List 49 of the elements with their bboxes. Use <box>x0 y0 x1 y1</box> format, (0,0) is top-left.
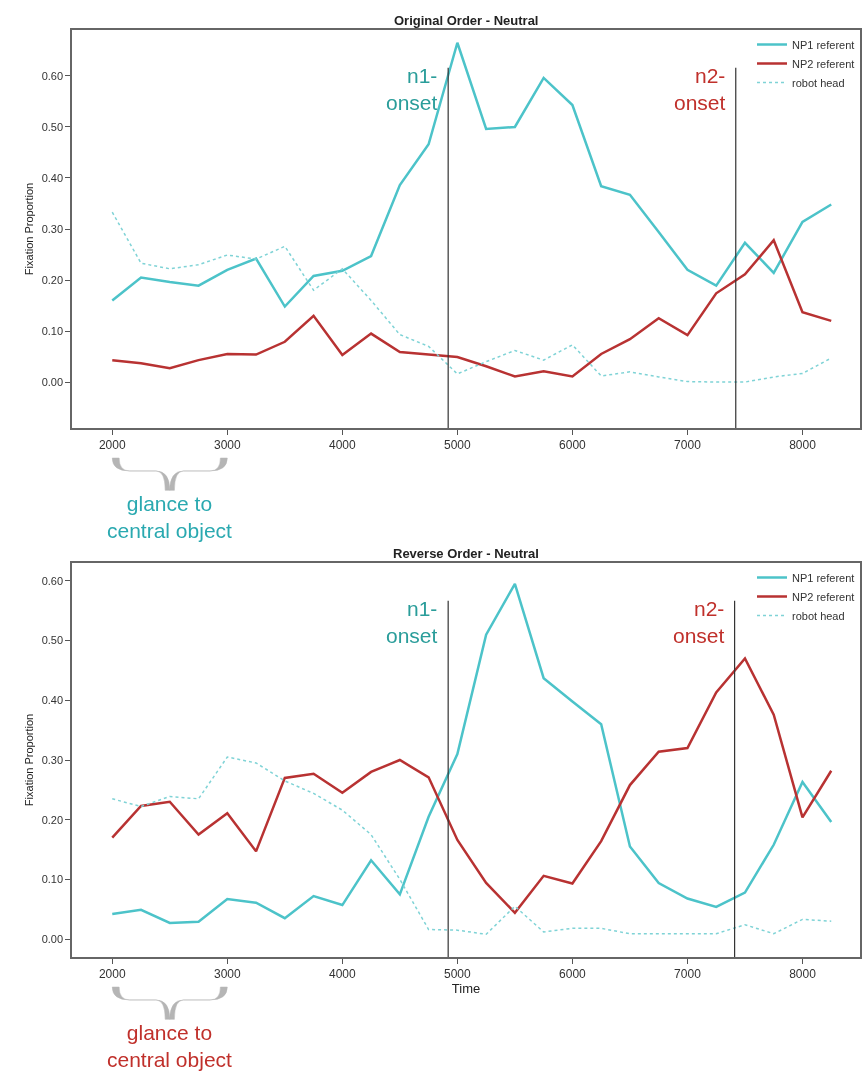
ref-line-label: n2- onset <box>674 64 726 115</box>
chart-title: Original Order - Neutral <box>394 13 539 28</box>
y-tick-label: 0.40 <box>41 694 64 707</box>
text: glance to central object <box>107 1021 233 1072</box>
ref-line-label: n1- onset <box>386 64 438 115</box>
x-axis-title: Time <box>451 981 481 997</box>
ref-line-label: n2- onset <box>673 597 725 648</box>
x-tick-label: 8000 <box>789 967 817 982</box>
y-tick-label: 0.10 <box>41 873 64 886</box>
chart-title: Reverse Order - Neutral <box>393 546 539 561</box>
y-axis-title: Fixation Proportion <box>22 182 35 276</box>
x-tick-label: 7000 <box>674 438 702 453</box>
line-series <box>111 238 833 378</box>
y-tick-label: 0.60 <box>41 574 64 587</box>
line-series <box>111 657 833 915</box>
x-tick-label: 4000 <box>328 438 357 453</box>
x-tick-label: 6000 <box>559 967 587 982</box>
x-tick-label: 2000 <box>98 438 126 453</box>
y-tick-label: 0.50 <box>41 120 64 133</box>
x-tick-label: 5000 <box>444 967 472 982</box>
y-tick-label: 0.00 <box>41 932 64 945</box>
y-tick-label: 0.20 <box>41 813 64 826</box>
line-series <box>111 756 832 936</box>
legend-label: NP1 referent <box>792 571 855 584</box>
text: glance to central object <box>107 492 233 543</box>
legend-label: NP1 referent <box>792 38 855 51</box>
x-tick-label: 4000 <box>328 967 357 982</box>
legend-label: robot head <box>792 76 845 89</box>
x-tick-label: 7000 <box>674 967 702 982</box>
y-tick-label: 0.10 <box>41 324 64 337</box>
legend-label: NP2 referent <box>792 57 855 70</box>
y-axis-title: Fixation Proportion <box>22 713 35 807</box>
x-tick-label: 3000 <box>213 438 241 453</box>
y-tick-label: 0.40 <box>41 171 64 184</box>
legend-label: NP2 referent <box>792 590 855 603</box>
x-tick-label: 5000 <box>444 438 472 453</box>
ref-line-label: n1- onset <box>386 597 438 648</box>
y-tick-label: 0.50 <box>41 634 64 647</box>
x-tick-label: 6000 <box>559 438 587 453</box>
y-tick-label: 0.60 <box>41 69 64 82</box>
x-tick-label: 8000 <box>789 438 817 453</box>
y-tick-label: 0.00 <box>41 375 64 388</box>
y-tick-label: 0.20 <box>41 273 64 286</box>
line-series <box>111 211 832 383</box>
x-tick-label: 3000 <box>213 967 241 982</box>
y-tick-label: 0.30 <box>41 222 64 235</box>
y-tick-label: 0.30 <box>41 753 64 766</box>
x-tick-label: 2000 <box>98 967 126 982</box>
legend-label: robot head <box>792 609 845 622</box>
